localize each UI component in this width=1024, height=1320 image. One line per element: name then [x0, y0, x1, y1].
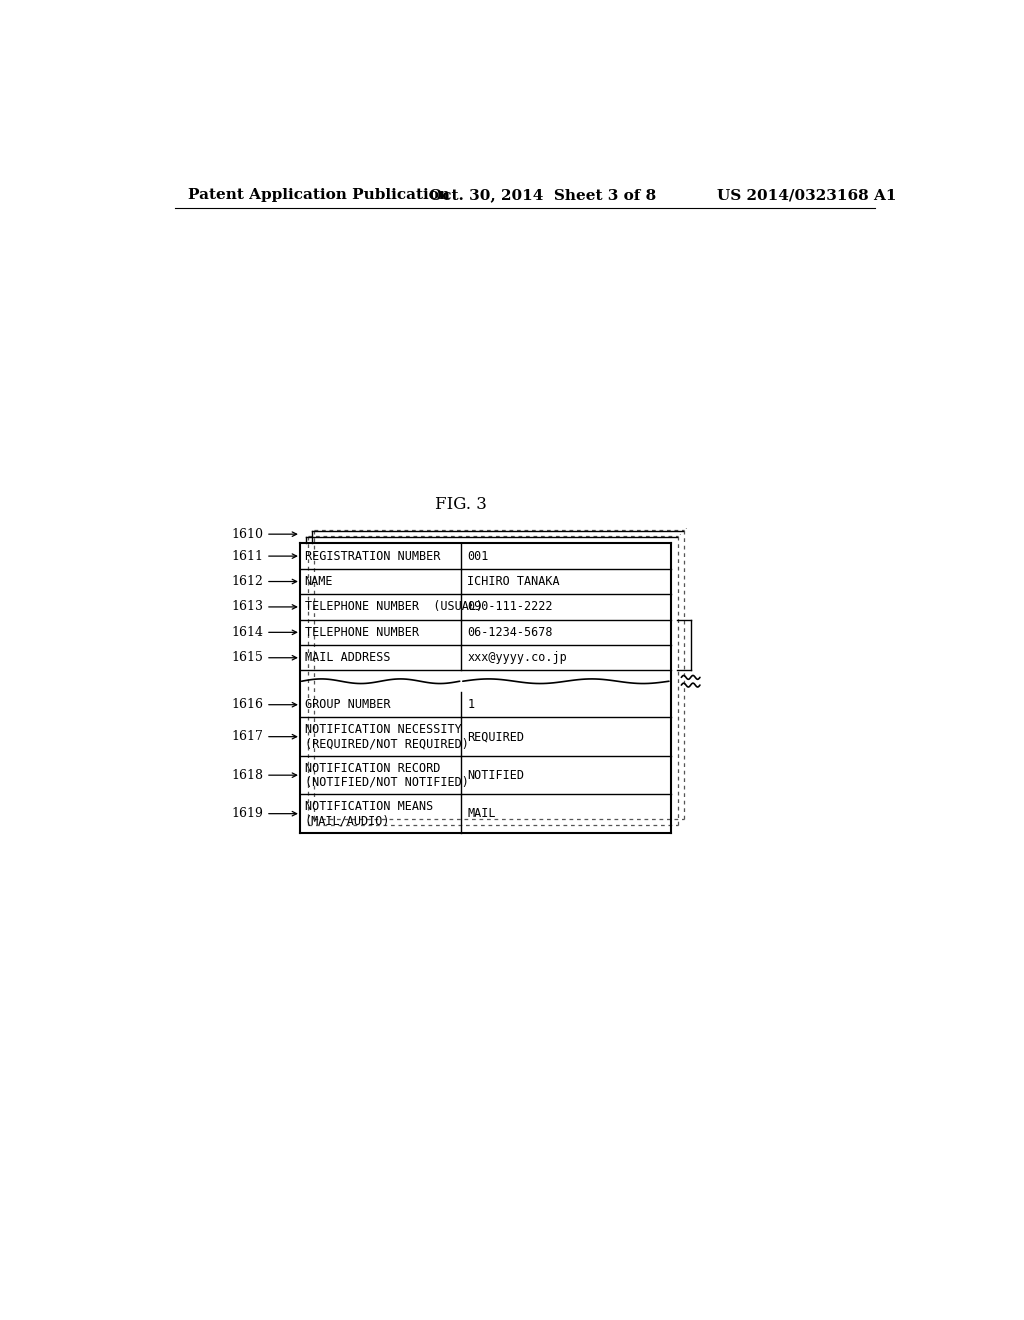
Text: .: .	[678, 528, 681, 537]
Text: 1: 1	[467, 698, 474, 711]
Text: 1610: 1610	[231, 528, 263, 541]
Text: MAIL: MAIL	[467, 807, 496, 820]
Text: Patent Application Publication: Patent Application Publication	[188, 189, 451, 202]
Text: 1618: 1618	[231, 768, 263, 781]
Text: NOTIFIED: NOTIFIED	[467, 768, 524, 781]
Text: (NOTIFIED/NOT NOTIFIED): (NOTIFIED/NOT NOTIFIED)	[305, 776, 469, 788]
Text: Oct. 30, 2014  Sheet 3 of 8: Oct. 30, 2014 Sheet 3 of 8	[429, 189, 656, 202]
Text: 1619: 1619	[231, 807, 263, 820]
Text: GROUP NUMBER: GROUP NUMBER	[305, 698, 390, 711]
Text: NOTIFICATION RECORD: NOTIFICATION RECORD	[305, 762, 440, 775]
Text: 1611: 1611	[231, 549, 263, 562]
Text: 06-1234-5678: 06-1234-5678	[467, 626, 553, 639]
Text: 090-111-2222: 090-111-2222	[467, 601, 553, 614]
Text: 1613: 1613	[231, 601, 263, 614]
Text: (REQUIRED/NOT REQUIRED): (REQUIRED/NOT REQUIRED)	[305, 737, 469, 750]
Text: 001: 001	[467, 549, 488, 562]
Text: FIG. 3: FIG. 3	[435, 496, 487, 513]
Text: 1612: 1612	[231, 576, 263, 587]
Text: 1614: 1614	[231, 626, 263, 639]
Text: NAME: NAME	[305, 576, 333, 587]
Text: TELEPHONE NUMBER: TELEPHONE NUMBER	[305, 626, 419, 639]
Text: (MAIL/AUDIO): (MAIL/AUDIO)	[305, 814, 390, 828]
Text: NOTIFICATION NECESSITY: NOTIFICATION NECESSITY	[305, 723, 462, 737]
Text: US 2014/0323168 A1: US 2014/0323168 A1	[717, 189, 896, 202]
Text: 1615: 1615	[231, 651, 263, 664]
Text: TELEPHONE NUMBER  (USUAL): TELEPHONE NUMBER (USUAL)	[305, 601, 483, 614]
Text: xxx@yyyy.co.jp: xxx@yyyy.co.jp	[467, 651, 567, 664]
Text: MAIL ADDRESS: MAIL ADDRESS	[305, 651, 390, 664]
Text: 1617: 1617	[231, 730, 263, 743]
Text: .: .	[684, 523, 687, 531]
Text: REGISTRATION NUMBER: REGISTRATION NUMBER	[305, 549, 440, 562]
Text: ICHIRO TANAKA: ICHIRO TANAKA	[467, 576, 560, 587]
Text: 1616: 1616	[231, 698, 263, 711]
Text: REQUIRED: REQUIRED	[467, 730, 524, 743]
Text: NOTIFICATION MEANS: NOTIFICATION MEANS	[305, 800, 433, 813]
